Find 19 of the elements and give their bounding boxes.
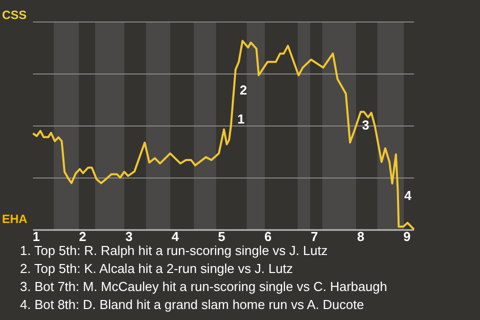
text: 3. Bot 7th: M. McCauley hit a run-scoring single vs C. Harbaugh: [20, 279, 388, 294]
text: EHA: [2, 212, 28, 226]
x-tick-label: 5: [218, 229, 226, 244]
text: 4. Bot 8th: D. Bland hit a grand slam home run vs A. Ducote: [20, 297, 364, 312]
x-tick-label: 9: [403, 229, 411, 244]
x-tick-label: 7: [310, 229, 318, 244]
x-tick-label: 4: [172, 229, 180, 244]
x-tick-label: 8: [357, 229, 364, 244]
x-tick-label: 6: [264, 229, 272, 244]
annotation: 1: [237, 111, 245, 126]
annotation: 4: [404, 188, 412, 204]
text: 1. Top 5th: R. Ralph hit a run-scoring single vs J. Lutz: [20, 243, 328, 258]
x-tick-label: 3: [125, 229, 133, 244]
annotation: 3: [362, 118, 370, 133]
text: 2. Top 5th: K. Alcala hit a 2-run single vs J. Lutz: [20, 261, 293, 276]
text: CSS: [2, 8, 27, 22]
x-tick-label: 2: [78, 229, 86, 244]
x-tick-label: 1: [32, 229, 40, 244]
annotation: 2: [240, 82, 248, 98]
